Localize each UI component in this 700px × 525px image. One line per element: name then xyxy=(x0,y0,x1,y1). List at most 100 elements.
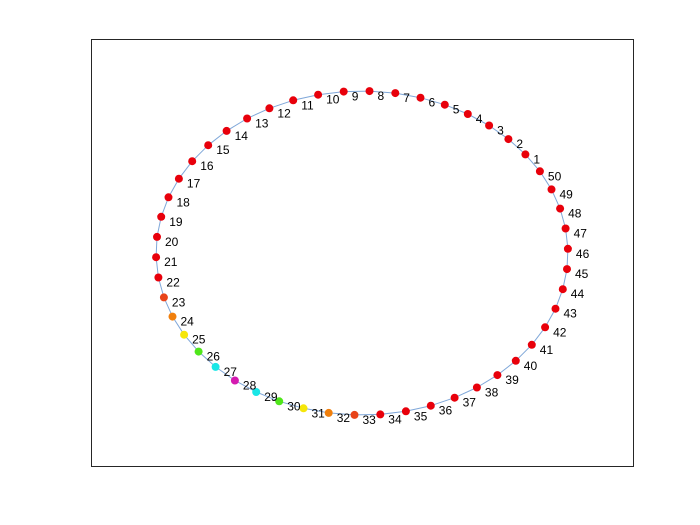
graph-node-label: 32 xyxy=(337,411,351,425)
graph-node xyxy=(365,87,374,96)
graph-node xyxy=(472,383,481,392)
graph-node-label: 43 xyxy=(564,307,578,321)
graph-node xyxy=(204,141,213,150)
graph-node-label: 13 xyxy=(255,117,269,131)
graph-node xyxy=(504,135,513,144)
graph-node xyxy=(521,150,530,159)
graph-node xyxy=(485,121,494,130)
graph-edge xyxy=(234,380,257,393)
graph-node-label: 24 xyxy=(181,315,195,329)
graph-node xyxy=(275,397,284,406)
graph-edge xyxy=(318,91,344,96)
graph-node-label: 6 xyxy=(429,96,436,110)
graph-node xyxy=(547,185,556,194)
graph-node xyxy=(289,96,298,105)
graph-node xyxy=(350,410,359,419)
graph-node xyxy=(152,253,161,262)
graph-node xyxy=(440,100,449,109)
graph-node-label: 8 xyxy=(378,89,385,103)
graph-node-label: 28 xyxy=(243,379,257,393)
graph-edge xyxy=(279,400,304,409)
graph-node-label: 37 xyxy=(463,396,477,410)
graph-node-label: 10 xyxy=(326,93,340,107)
graph-node-label: 2 xyxy=(516,137,523,151)
graph-node xyxy=(188,157,197,166)
graph-node-label: 45 xyxy=(575,267,589,281)
graph-edge xyxy=(343,90,370,93)
graph-nodes xyxy=(152,87,572,419)
graph-node-label: 23 xyxy=(172,295,186,309)
graph-node-label: 3 xyxy=(497,124,504,138)
graph-node-label: 14 xyxy=(235,129,249,143)
graph-node xyxy=(159,293,168,302)
graph-edge xyxy=(405,405,431,412)
graph-node-label: 46 xyxy=(576,247,590,261)
graph-edge xyxy=(328,412,355,416)
graph-node xyxy=(535,167,544,176)
graph-node xyxy=(174,174,183,183)
graph-node xyxy=(551,304,560,313)
graph-node-label: 50 xyxy=(548,169,562,183)
graph-node xyxy=(511,356,520,365)
graph-node-label: 5 xyxy=(453,103,460,117)
graph-node-label: 39 xyxy=(505,373,519,387)
graph-node-label: 38 xyxy=(485,386,499,400)
graph-node xyxy=(324,408,333,417)
graph-node-label: 18 xyxy=(177,195,191,209)
graph-node xyxy=(180,330,189,339)
graph-node xyxy=(376,410,385,419)
graph-node xyxy=(401,407,410,416)
graph-node-label: 26 xyxy=(207,350,221,364)
graph-node xyxy=(154,273,163,282)
graph-node xyxy=(265,104,274,113)
graph-node xyxy=(391,89,400,98)
graph-node xyxy=(426,401,435,410)
graph-edge xyxy=(395,92,421,99)
graph-node xyxy=(243,114,252,123)
graph-edge xyxy=(293,94,319,101)
graph-node xyxy=(168,312,177,321)
graph-node-label: 29 xyxy=(264,390,278,404)
graph-node xyxy=(211,362,220,371)
graph-node xyxy=(252,388,261,396)
graph-node xyxy=(527,340,536,349)
graph-node xyxy=(416,93,425,102)
graph-node xyxy=(563,265,571,274)
graph-node-label: 44 xyxy=(571,287,585,301)
graph-node xyxy=(314,90,323,99)
graph-node-label: 31 xyxy=(312,406,326,420)
graph-node-label: 27 xyxy=(224,365,238,379)
graph-edge xyxy=(256,391,280,402)
graph-edge xyxy=(454,387,478,399)
graph-edge xyxy=(430,397,455,407)
graph-node-label: 49 xyxy=(560,187,574,201)
graph-node xyxy=(153,232,161,241)
graph-node xyxy=(339,87,348,96)
graph-node xyxy=(561,224,570,233)
graph-node xyxy=(194,347,203,356)
graph-node xyxy=(463,110,472,118)
graph-node-label: 40 xyxy=(524,359,538,373)
graph-node xyxy=(164,193,173,202)
graph-node-label: 30 xyxy=(287,399,301,413)
graph-node-label: 25 xyxy=(192,333,206,347)
graph-node-label: 9 xyxy=(352,90,359,104)
graph-node-label: 41 xyxy=(540,343,554,357)
graph-node-labels: 1234567891011121314151617181920212223242… xyxy=(164,89,589,427)
graph-node xyxy=(563,244,572,253)
graph-node-label: 7 xyxy=(403,91,410,105)
graph-node-label: 12 xyxy=(277,106,291,120)
graph-node xyxy=(157,212,166,221)
graph-node-label: 11 xyxy=(301,98,314,112)
graph-node-label: 17 xyxy=(187,177,201,191)
graph-edge xyxy=(246,107,270,119)
graph-node xyxy=(558,285,567,294)
graph-node-label: 36 xyxy=(439,404,453,418)
graph-node xyxy=(493,371,502,380)
graph-node-label: 42 xyxy=(553,325,567,339)
graph-edge xyxy=(354,413,381,416)
graph-node-label: 4 xyxy=(476,112,483,126)
graph-node xyxy=(222,126,231,135)
